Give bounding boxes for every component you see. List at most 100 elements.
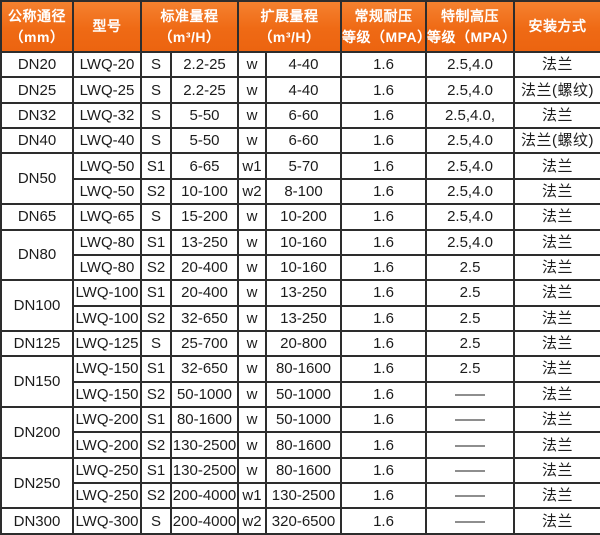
table-row: DN20 LWQ-20 S 2.2-25 w 4-40 1.6 2.5,4.0 法兰: [0, 50, 600, 79]
cell-std: 10-100: [170, 177, 239, 206]
cell-ext: 130-2500: [265, 482, 342, 510]
header-standard-range: 标准量程 （m³/H）: [140, 0, 239, 53]
cell-model: LWQ-200: [72, 406, 142, 434]
cell-mount: 法兰: [513, 380, 600, 409]
cell-hp: ——: [425, 406, 515, 434]
cell-s: S2: [140, 431, 172, 459]
header-row: 公称通径 （mm） 型号 标准量程 （m³/H） 扩展量程 （m³/H） 常规耐…: [0, 0, 600, 53]
cell-std: 20-400: [170, 253, 239, 282]
cell-model: LWQ-150: [72, 355, 142, 383]
table-row: DN25 LWQ-25 S 2.2-25 w 4-40 1.6 2.5,4.0 法兰(螺纹): [0, 76, 600, 104]
table-row: DN100 LWQ-100 S1 20-400 w 13-250 1.6 2.5 法兰: [0, 279, 600, 332]
cell-w: w2: [237, 507, 267, 535]
cell-s: S1: [140, 406, 172, 434]
cell-w: w: [237, 456, 267, 485]
cell-dn: DN65: [0, 203, 74, 231]
cell-model: LWQ-20: [72, 50, 142, 79]
cell-hp: ——: [425, 380, 515, 409]
cell-dn: DN32: [0, 101, 74, 130]
header-line: 扩展量程: [260, 8, 319, 25]
header-line: 等级（MPA）: [427, 28, 514, 45]
cell-pn: 1.6: [340, 329, 427, 358]
cell-std: 25-700: [170, 329, 239, 358]
cell-ext: 6-60: [265, 127, 342, 155]
table-row: LWQ-200 S2 130-2500 w 80-1600 1.6 —— 法兰: [1, 431, 600, 459]
cell-dn: DN100: [0, 279, 74, 332]
cell-hp: 2.5,4.0: [425, 228, 515, 256]
cell-hp: 2.5: [425, 355, 515, 383]
cell-dn: DN200: [0, 406, 74, 459]
cell-model: LWQ-80: [72, 228, 142, 256]
cell-model: LWQ-65: [72, 203, 142, 231]
cell-ext: 8-100: [265, 177, 342, 206]
cell-pn: 1.6: [340, 279, 427, 307]
cell-s: S1: [140, 228, 172, 256]
cell-mount: 法兰(螺纹): [513, 127, 600, 155]
cell-w: w: [237, 228, 267, 256]
cell-dn: DN250: [0, 456, 74, 510]
cell-ext: 320-6500: [265, 507, 342, 535]
cell-mount: 法兰: [513, 152, 600, 180]
cell-ext: 80-1600: [265, 456, 342, 485]
cell-std: 13-250: [170, 228, 239, 256]
cell-mount: 法兰: [513, 406, 600, 434]
table-row: DN125 LWQ-125 S 25-700 w 20-800 1.6 2.5 法兰: [0, 329, 600, 358]
cell-hp: 2.5,4.0,: [425, 101, 515, 130]
cell-std: 200-4000: [170, 507, 239, 535]
cell-model: LWQ-80: [72, 253, 142, 282]
cell-pn: 1.6: [340, 76, 427, 104]
table-row: DN200 LWQ-200 S1 80-1600 w 50-1000 1.6 —— 法兰: [0, 406, 600, 459]
cell-hp: ——: [425, 431, 515, 459]
cell-std: 15-200: [170, 203, 239, 231]
cell-std: 130-2500: [170, 456, 239, 485]
cell-s: S2: [140, 304, 172, 332]
cell-dn: DN50: [0, 152, 74, 206]
cell-s: S2: [140, 253, 172, 282]
cell-mount: 法兰: [513, 507, 600, 535]
cell-pn: 1.6: [340, 431, 427, 459]
table-row: DN40 LWQ-40 S 5-50 w 6-60 1.6 2.5,4.0 法兰(螺纹): [0, 127, 600, 155]
cell-mount: 法兰: [513, 101, 600, 130]
cell-pn: 1.6: [340, 406, 427, 434]
cell-s: S1: [140, 456, 172, 485]
cell-pn: 1.6: [340, 177, 427, 206]
header-nominal-diameter: 公称通径 （mm）: [0, 0, 74, 53]
header-extended-range: 扩展量程 （m³/H）: [237, 0, 342, 53]
cell-ext: 10-160: [265, 253, 342, 282]
cell-std: 5-50: [170, 127, 239, 155]
cell-s: S2: [140, 482, 172, 510]
cell-dn: DN40: [0, 127, 74, 155]
cell-w: w: [237, 50, 267, 79]
cell-dn: DN25: [0, 76, 74, 104]
header-line: （m³/H）: [258, 28, 321, 45]
header-line: （m³/H）: [158, 28, 221, 45]
cell-hp: 2.5,4.0: [425, 177, 515, 206]
table-row: LWQ-150 S2 50-1000 w 50-1000 1.6 —— 法兰: [1, 380, 600, 409]
cell-w: w: [237, 406, 267, 434]
cell-mount: 法兰(螺纹): [513, 76, 600, 104]
cell-pn: 1.6: [340, 50, 427, 79]
header-line: 等级（MPA）: [342, 28, 426, 45]
cell-model: LWQ-250: [72, 482, 142, 510]
cell-w: w: [237, 127, 267, 155]
table-row: LWQ-250 S2 200-4000 w1 130-2500 1.6 —— 法兰: [1, 482, 600, 510]
cell-s: S: [140, 50, 172, 79]
cell-model: LWQ-100: [72, 304, 142, 332]
table-row: DN50 LWQ-50 S1 6-65 w1 5-70 1.6 2.5,4.0 法兰: [0, 152, 600, 206]
cell-ext: 50-1000: [265, 406, 342, 434]
cell-w: w: [237, 101, 267, 130]
header-line: 公称通径: [8, 8, 66, 25]
cell-s: S1: [140, 355, 172, 383]
cell-s: S2: [140, 177, 172, 206]
cell-model: LWQ-32: [72, 101, 142, 130]
cell-ext: 13-250: [265, 279, 342, 307]
cell-hp: ——: [425, 456, 515, 485]
cell-mount: 法兰: [513, 228, 600, 256]
cell-pn: 1.6: [340, 482, 427, 510]
table-row: DN250 LWQ-250 S1 130-2500 w 80-1600 1.6 —— 法兰: [0, 456, 600, 510]
cell-s: S: [140, 101, 172, 130]
cell-ext: 10-200: [265, 203, 342, 231]
cell-mount: 法兰: [513, 279, 600, 307]
cell-s: S: [140, 127, 172, 155]
